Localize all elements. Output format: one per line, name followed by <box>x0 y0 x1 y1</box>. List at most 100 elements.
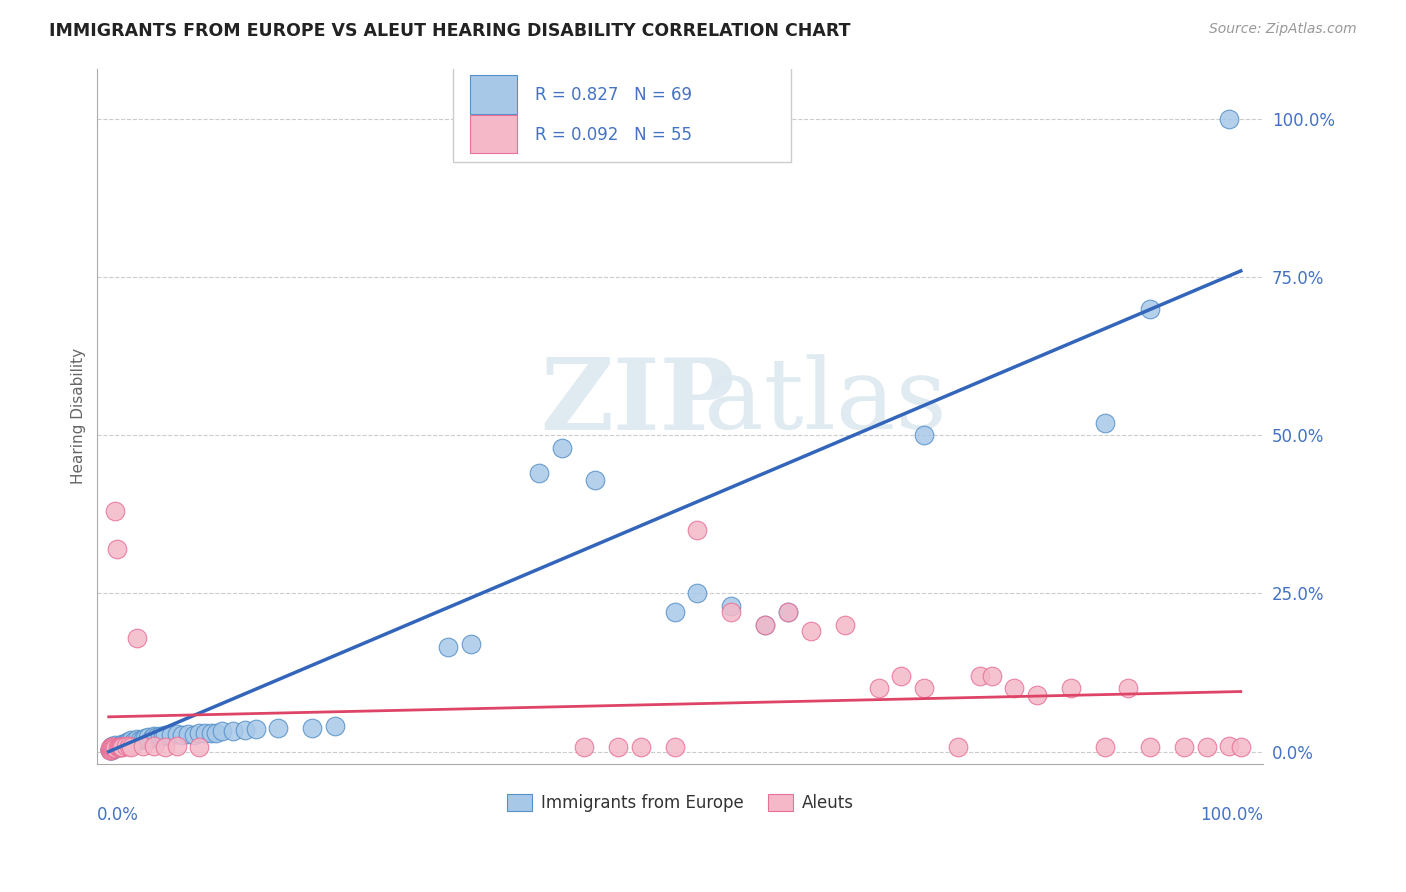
Point <box>912 681 935 696</box>
Point <box>104 739 127 753</box>
Point <box>111 739 134 754</box>
Point <box>101 739 124 753</box>
Point <box>98 742 121 756</box>
Point <box>630 739 652 754</box>
Text: R = 0.827   N = 69: R = 0.827 N = 69 <box>534 86 692 104</box>
Point <box>160 727 183 741</box>
Y-axis label: Hearing Disability: Hearing Disability <box>72 349 86 484</box>
Text: ZIP: ZIP <box>540 354 735 451</box>
Point <box>98 741 121 756</box>
Point <box>460 637 482 651</box>
Point <box>980 669 1002 683</box>
Point <box>149 730 172 744</box>
Point <box>585 473 607 487</box>
Point <box>108 739 131 753</box>
Point <box>1094 739 1116 754</box>
Point <box>114 736 136 750</box>
Point <box>107 739 129 754</box>
Text: 100.0%: 100.0% <box>1201 806 1264 824</box>
Point <box>527 467 550 481</box>
Point <box>754 618 776 632</box>
Point <box>108 739 131 754</box>
Point <box>211 724 233 739</box>
Point <box>120 733 142 747</box>
Point <box>142 739 165 753</box>
Point <box>101 742 124 756</box>
Point <box>136 730 159 744</box>
Point <box>118 739 141 753</box>
Bar <box>471 76 517 114</box>
Point <box>100 740 122 755</box>
Point <box>776 606 799 620</box>
Point <box>110 739 132 754</box>
Point <box>112 739 135 753</box>
Point <box>125 731 148 746</box>
Point <box>969 669 991 683</box>
Point <box>100 742 122 756</box>
Point <box>125 631 148 645</box>
Point <box>98 743 121 757</box>
Point <box>155 739 177 754</box>
Point <box>108 740 131 755</box>
Point <box>114 739 136 753</box>
Point <box>1139 739 1161 754</box>
Point <box>323 719 346 733</box>
Point <box>103 742 125 756</box>
Point <box>664 606 686 620</box>
Point <box>100 743 122 757</box>
Point <box>98 742 121 756</box>
Point <box>776 606 799 620</box>
Point <box>1002 681 1025 696</box>
Point <box>142 729 165 743</box>
FancyBboxPatch shape <box>453 65 792 162</box>
Text: 0.0%: 0.0% <box>97 806 139 824</box>
Point <box>166 727 188 741</box>
Point <box>245 723 267 737</box>
Point <box>686 586 709 600</box>
Point <box>107 740 129 755</box>
Point <box>155 728 177 742</box>
Point <box>101 742 124 756</box>
Point <box>607 739 630 754</box>
Text: atlas: atlas <box>704 355 946 450</box>
Point <box>550 441 572 455</box>
Point <box>1116 681 1139 696</box>
Point <box>188 725 211 739</box>
Text: R = 0.092   N = 55: R = 0.092 N = 55 <box>534 126 692 144</box>
Point <box>1195 739 1218 754</box>
Text: IMMIGRANTS FROM EUROPE VS ALEUT HEARING DISABILITY CORRELATION CHART: IMMIGRANTS FROM EUROPE VS ALEUT HEARING … <box>49 22 851 40</box>
Point <box>868 681 890 696</box>
Point <box>98 742 121 756</box>
Point <box>103 741 125 756</box>
Point <box>166 739 188 753</box>
Point <box>754 618 776 632</box>
Point <box>134 731 156 745</box>
Point <box>111 737 134 751</box>
Point <box>108 739 131 753</box>
Point <box>105 740 128 755</box>
Point <box>145 730 167 744</box>
Point <box>1094 416 1116 430</box>
Point <box>188 739 211 754</box>
Point <box>200 726 222 740</box>
Point <box>222 723 245 738</box>
Point <box>104 504 127 518</box>
Point <box>912 428 935 442</box>
Point <box>129 732 152 747</box>
Point <box>103 741 125 756</box>
Point <box>103 739 125 754</box>
Point <box>100 741 122 756</box>
Point <box>177 727 200 741</box>
Point <box>205 725 228 739</box>
Point <box>1218 112 1240 127</box>
Point <box>664 739 686 754</box>
Point <box>686 523 709 537</box>
Point <box>720 606 742 620</box>
Point <box>103 740 125 755</box>
Point <box>172 728 194 742</box>
Point <box>194 725 217 739</box>
Point <box>800 624 823 639</box>
Point <box>267 721 290 735</box>
Point <box>1139 301 1161 316</box>
Point <box>105 542 128 557</box>
